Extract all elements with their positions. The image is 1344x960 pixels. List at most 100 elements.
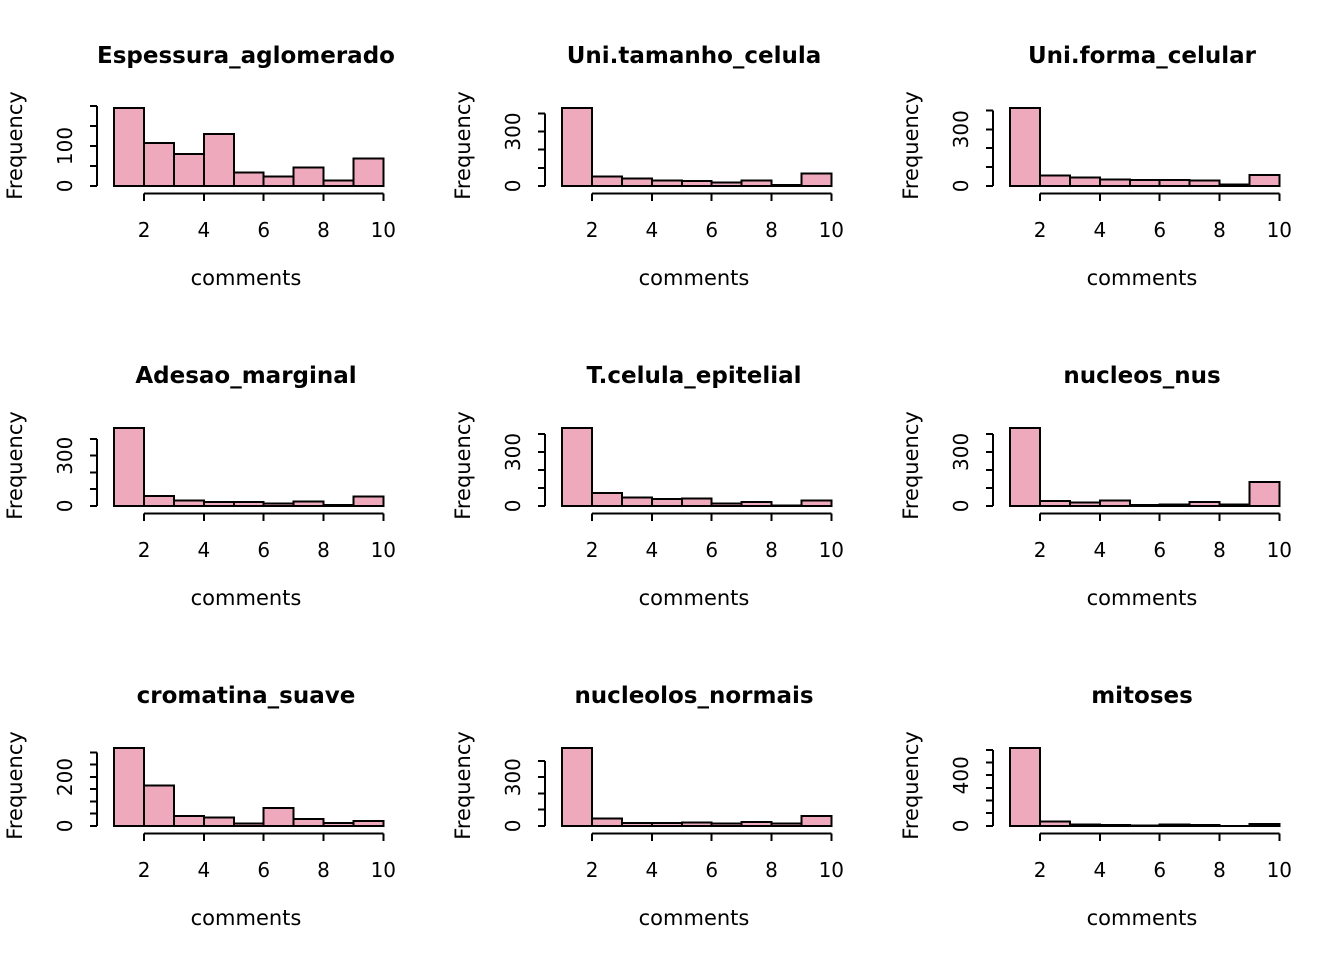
- x-tick-label: 4: [646, 538, 659, 562]
- y-axis-label: Frequency: [899, 411, 923, 520]
- histogram-bar: [262, 807, 295, 827]
- x-tick-label: 8: [1213, 218, 1226, 242]
- x-axis-label: comments: [191, 906, 302, 930]
- histogram-svg-nucleolos_normais: nucleolos_normais Frequency 0 300 2 4 6 8 10 comm…: [451, 683, 844, 930]
- x-axis-label: comments: [639, 586, 750, 610]
- histogram-bar: [232, 822, 265, 827]
- x-tick-label: 6: [257, 858, 270, 882]
- x-tick-label: 10: [819, 858, 844, 882]
- histogram-bar: [232, 501, 265, 507]
- histogram-panel-nucleolos_normais: nucleolos_normais Frequency 0 300 2 4 6 8 10 comm…: [448, 640, 896, 960]
- y-axis-label: Frequency: [899, 731, 923, 840]
- panel-title: T.celula_epitelial: [586, 363, 801, 389]
- x-tick-label: 6: [705, 858, 718, 882]
- y-tick-label: 0: [53, 820, 77, 833]
- histogram-bar: [1039, 820, 1072, 827]
- x-tick-label: 2: [586, 218, 599, 242]
- y-tick-label: 0: [501, 500, 525, 513]
- histogram-bar: [740, 179, 773, 187]
- histogram-bar: [113, 427, 146, 507]
- histogram-bar: [352, 495, 385, 507]
- x-tick-label: 6: [705, 218, 718, 242]
- y-tick-label: 0: [949, 180, 973, 193]
- x-tick-label: 2: [138, 858, 151, 882]
- histogram-bar: [292, 818, 325, 827]
- y-tick-label: 300: [501, 758, 525, 796]
- histogram-bar: [262, 175, 295, 187]
- y-tick-label: 0: [53, 500, 77, 513]
- histogram-bar: [1098, 824, 1131, 827]
- x-tick-label: 6: [1153, 218, 1166, 242]
- histogram-bar: [621, 496, 653, 507]
- histogram-bar: [740, 501, 773, 507]
- histogram-bar: [1039, 174, 1072, 187]
- x-tick-label: 6: [705, 538, 718, 562]
- histogram-bar: [113, 747, 146, 827]
- histogram-bar: [173, 152, 205, 187]
- histogram-bar: [1009, 747, 1042, 827]
- y-axis-label: Frequency: [3, 91, 27, 200]
- histogram-bar: [800, 499, 833, 507]
- histogram-bar: [1158, 503, 1191, 507]
- y-tick-label: 0: [501, 180, 525, 193]
- histogram-bar: [621, 821, 653, 827]
- histogram-bar: [262, 502, 295, 507]
- x-tick-label: 6: [257, 218, 270, 242]
- x-tick-label: 8: [765, 858, 778, 882]
- panel-title: cromatina_suave: [137, 683, 356, 709]
- y-tick-label: 300: [501, 112, 525, 150]
- x-tick-label: 8: [1213, 538, 1226, 562]
- histogram-bar: [650, 497, 683, 507]
- x-tick-label: 4: [646, 858, 659, 882]
- histogram-bar: [352, 157, 385, 187]
- histogram-bar: [113, 107, 146, 187]
- histogram-bar: [680, 179, 713, 187]
- x-tick-label: 4: [1094, 218, 1107, 242]
- x-tick-label: 6: [1153, 538, 1166, 562]
- x-tick-label: 6: [1153, 858, 1166, 882]
- x-tick-label: 10: [371, 858, 396, 882]
- histogram-bar: [1158, 823, 1191, 827]
- histogram-panel-mitoses: mitoses Frequency 0 400 2 4 6 8 10 comments: [896, 640, 1344, 960]
- histogram-bar: [322, 822, 355, 827]
- histogram-bar: [1188, 823, 1221, 827]
- histogram-panel-Adesao_marginal: Adesao_marginal Frequency 0 300 2 4 6 8 10 commen…: [0, 320, 448, 640]
- panel-title: nucleos_nus: [1063, 363, 1220, 389]
- histogram-bar: [561, 747, 594, 827]
- histogram-bar: [650, 821, 683, 827]
- histogram-bar: [1248, 823, 1281, 827]
- y-tick-label: 200: [53, 758, 77, 796]
- x-tick-label: 4: [646, 218, 659, 242]
- histogram-bar: [650, 179, 683, 187]
- histogram-bar: [1188, 501, 1221, 507]
- histogram-panel-Espessura_aglomerado: Espessura_aglomerado Frequency 0 100 2 4 6 8 10 c…: [0, 0, 448, 320]
- histogram-bar: [1039, 499, 1072, 507]
- y-tick-label: 300: [949, 110, 973, 148]
- histogram-bar: [800, 172, 833, 187]
- histogram-bar: [1248, 481, 1281, 507]
- x-tick-label: 2: [586, 858, 599, 882]
- y-axis-label: Frequency: [899, 91, 923, 200]
- histogram-bar: [710, 502, 743, 507]
- x-tick-label: 8: [317, 218, 330, 242]
- histogram-bar: [800, 814, 833, 827]
- y-axis-label: Frequency: [451, 731, 475, 840]
- histogram-svg-Uni.tamanho_celula: Uni.tamanho_celula Frequency 0 300 2 4 6 8 10 com…: [451, 43, 844, 290]
- histogram-svg-Espessura_aglomerado: Espessura_aglomerado Frequency 0 100 2 4 6 8 10 c…: [3, 43, 396, 290]
- histogram-svg-T.celula_epitelial: T.celula_epitelial Frequency 0 300 2 4 6 8 10 com…: [451, 363, 844, 610]
- histogram-bar: [292, 166, 325, 187]
- x-tick-label: 4: [198, 218, 211, 242]
- histogram-panel-nucleos_nus: nucleos_nus Frequency 0 300 2 4 6 8 10 comments: [896, 320, 1344, 640]
- histogram-panel-cromatina_suave: cromatina_suave Frequency 0 200 2 4 6 8 10 commen…: [0, 640, 448, 960]
- histogram-bar: [1009, 107, 1042, 187]
- histogram-bar: [352, 819, 385, 827]
- histogram-bar: [173, 815, 205, 827]
- y-tick-label: 100: [53, 127, 77, 165]
- x-tick-label: 10: [371, 218, 396, 242]
- x-tick-label: 10: [819, 218, 844, 242]
- histogram-bar: [1218, 503, 1251, 507]
- x-tick-label: 10: [371, 538, 396, 562]
- y-axis-label: Frequency: [3, 731, 27, 840]
- x-axis-label: comments: [639, 266, 750, 290]
